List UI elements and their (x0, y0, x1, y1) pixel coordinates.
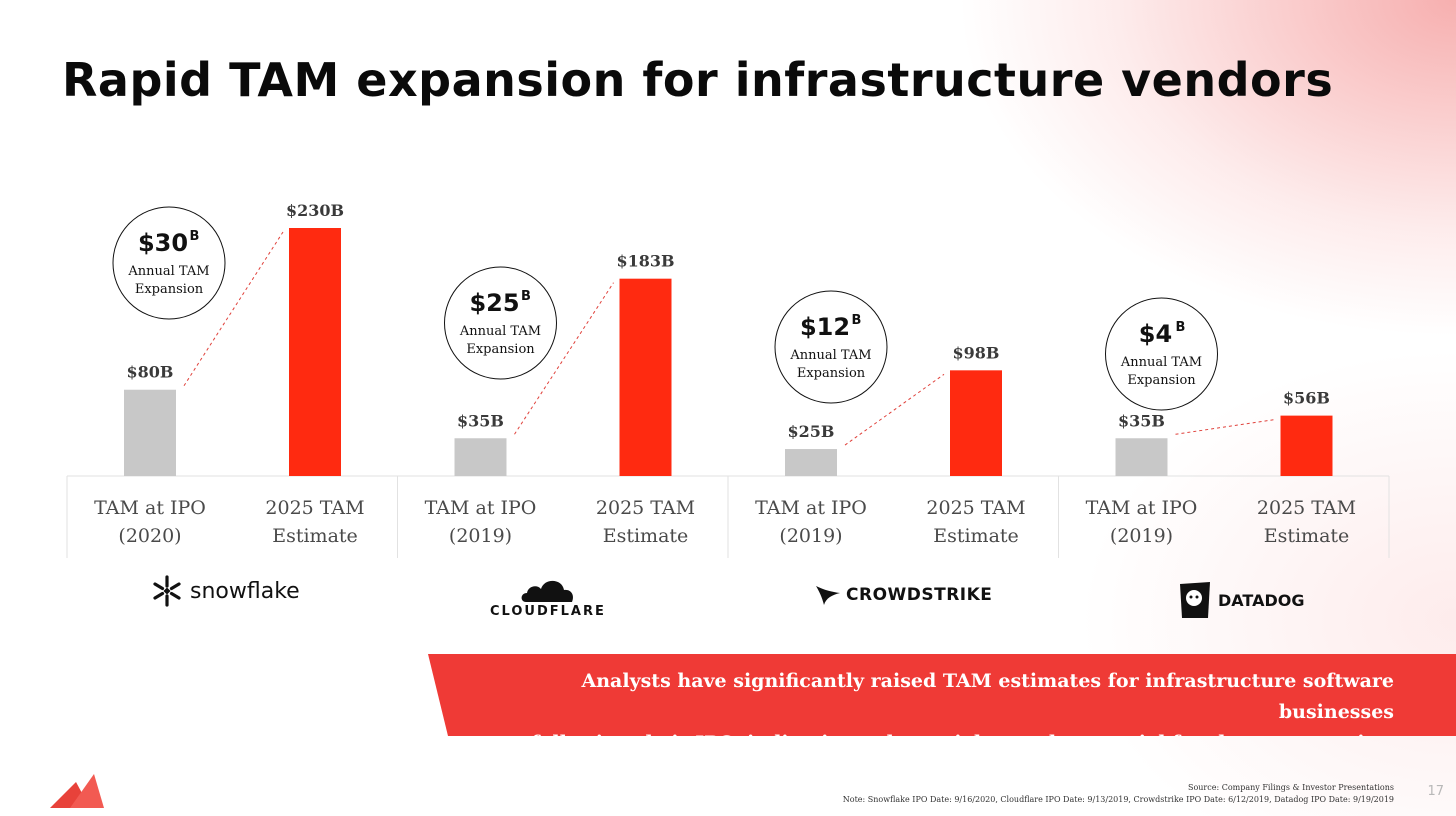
x-tick-label-ipo-year: (2019) (779, 525, 842, 547)
x-tick-label-estimate: 2025 TAM (596, 497, 695, 519)
expansion-bubble (774, 290, 888, 404)
data-label-ipo: $35B (1118, 411, 1165, 430)
bar-tam-at-ipo (124, 389, 176, 476)
expansion-caption-2: Expansion (466, 342, 535, 357)
summary-banner: Analysts have significantly raised TAM e… (428, 654, 1456, 736)
footer-source: Source: Company Filings & Investor Prese… (843, 782, 1394, 806)
x-tick-label-estimate: 2025 TAM (265, 497, 364, 519)
expansion-value: $4 (1139, 320, 1172, 348)
expansion-unit: B (521, 289, 531, 304)
x-tick-label-estimate-2: Estimate (272, 525, 358, 547)
page-number: 17 (1427, 784, 1444, 799)
dog-icon (1180, 582, 1210, 618)
bar-2025-estimate (619, 278, 672, 476)
x-tick-label-ipo: TAM at IPO (425, 497, 537, 519)
snowflake-wordmark: snowflake (190, 578, 300, 604)
bar-2025-estimate (289, 228, 341, 476)
expansion-unit: B (190, 229, 200, 244)
expansion-value: $25 (469, 289, 519, 317)
bar-tam-at-ipo (1115, 438, 1168, 476)
x-tick-label-estimate-2: Estimate (933, 525, 1019, 547)
brand-mark-icon (50, 774, 104, 808)
cloudflare-wordmark: CLOUDFLARE (490, 604, 606, 619)
expansion-caption-2: Expansion (135, 282, 204, 297)
data-label-ipo: $80B (127, 363, 174, 382)
banner-line-1: Analysts have significantly raised TAM e… (581, 670, 1394, 723)
bar-2025-estimate (1280, 415, 1333, 476)
x-tick-label-ipo-year: (2019) (449, 525, 512, 547)
expansion-value: $12 (800, 313, 850, 341)
datadog-wordmark: DATADOG (1218, 590, 1305, 610)
expansion-caption-2: Expansion (797, 366, 866, 381)
data-label-estimate: $56B (1283, 389, 1330, 408)
growth-connector-line (844, 373, 945, 446)
x-tick-label-estimate: 2025 TAM (1257, 497, 1356, 519)
data-label-estimate: $183B (616, 252, 674, 271)
x-tick-label-estimate-2: Estimate (603, 525, 689, 547)
banner-line-2: following their IPO, indicating substant… (468, 728, 1395, 736)
data-label-ipo: $25B (788, 422, 835, 441)
note-text: Note: Snowflake IPO Date: 9/16/2020, Clo… (842, 795, 1394, 804)
expansion-caption-1: Annual TAM (459, 324, 541, 339)
page-title: Rapid TAM expansion for infrastructure v… (62, 53, 1334, 107)
bar-tam-at-ipo (454, 438, 507, 476)
snowflake-icon (153, 575, 181, 607)
x-tick-label-ipo-year: (2020) (118, 525, 181, 547)
falcon-icon (816, 586, 840, 605)
data-label-ipo: $35B (457, 411, 504, 430)
source-text: Source: Company Filings & Investor Prese… (1187, 783, 1394, 792)
cloud-icon (521, 580, 573, 602)
crowdstrike-wordmark: CROWDSTRIKE (846, 585, 993, 605)
expansion-caption-2: Expansion (1127, 373, 1196, 388)
x-tick-label-ipo: TAM at IPO (1086, 497, 1198, 519)
growth-connector-line (1175, 419, 1275, 435)
x-tick-label-ipo-year: (2019) (1110, 525, 1173, 547)
expansion-caption-1: Annual TAM (127, 264, 209, 279)
snowflake-logo: snowflake (150, 574, 300, 608)
data-label-estimate: $98B (953, 343, 1000, 362)
expansion-bubble (1105, 297, 1218, 411)
bar-2025-estimate (950, 370, 1002, 476)
expansion-caption-1: Annual TAM (789, 348, 871, 363)
expansion-bubble (112, 206, 226, 320)
growth-connector-line (514, 282, 614, 435)
expansion-bubble (444, 266, 557, 380)
datadog-logo: DATADOG (1178, 580, 1305, 620)
expansion-unit: B (852, 313, 862, 328)
x-tick-label-estimate: 2025 TAM (926, 497, 1025, 519)
x-tick-label-ipo: TAM at IPO (94, 497, 206, 519)
expansion-value: $30 (138, 229, 188, 257)
tam-chart: $80B $230B TAM at IPO (2020) 2025 TAM Estimat… (66, 201, 1390, 558)
x-tick-label-ipo: TAM at IPO (755, 497, 867, 519)
data-label-estimate: $230B (286, 201, 344, 220)
cloudflare-logo: CLOUDFLARE (490, 574, 606, 619)
crowdstrike-logo: CROWDSTRIKE (814, 584, 992, 606)
x-tick-label-estimate-2: Estimate (1264, 525, 1350, 547)
growth-connector-line (183, 231, 284, 387)
bar-tam-at-ipo (785, 449, 837, 476)
expansion-caption-1: Annual TAM (1120, 355, 1202, 370)
expansion-unit: B (1176, 320, 1186, 335)
